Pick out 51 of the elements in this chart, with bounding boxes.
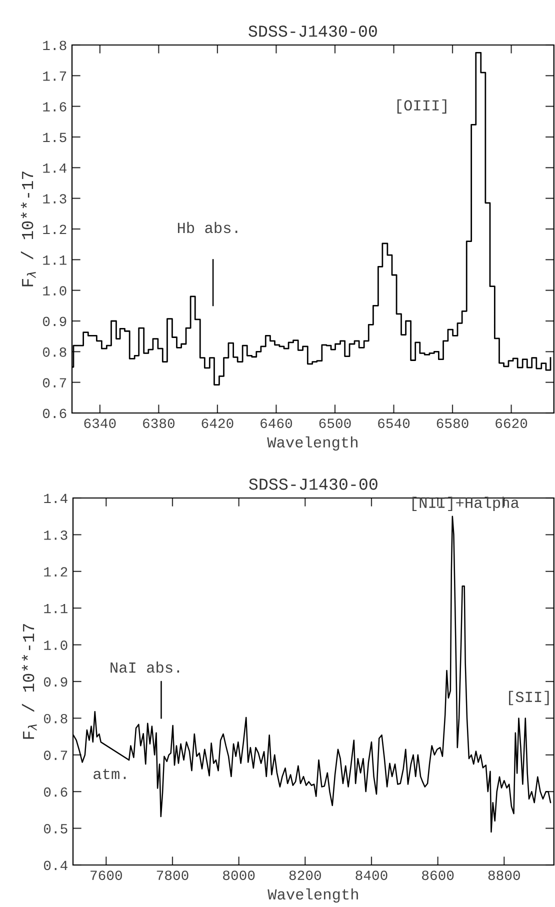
y-tick-label: 1.6	[43, 102, 66, 112]
y-tick-label: 1.2	[43, 224, 66, 234]
y-tick-label: 1.4	[44, 494, 68, 504]
x-tick-label: 6540	[378, 418, 410, 428]
x-tick-label: 7800	[156, 870, 188, 880]
chart-title: SDSS-J1430-00	[249, 478, 378, 490]
y-tick-label: 0.8	[42, 347, 66, 357]
x-tick-label: 8800	[488, 870, 520, 880]
y-tick-label: 0.7	[44, 750, 68, 760]
y-tick-label: 1.3	[44, 530, 68, 540]
y-tick-label: 1.1	[44, 604, 68, 614]
y-tick-label: 0.5	[44, 824, 68, 834]
y-tick-label: 1.2	[44, 567, 68, 576]
x-tick-label: 6580	[436, 418, 468, 428]
y-tick-label: 1.4	[43, 164, 66, 173]
annotation: Hb abs.	[178, 222, 238, 234]
y-tick-label: 1.3	[43, 194, 66, 204]
y-tick-label: 1.5	[43, 132, 66, 142]
y-tick-label: 0.8	[44, 714, 68, 724]
y-tick-label: 0.9	[44, 677, 68, 687]
x-tick-label: 8400	[356, 870, 388, 880]
y-axis-title: F$_{λ}$ / 10**-17	[22, 624, 37, 739]
y-tick-label: 1.1	[43, 256, 66, 265]
y-tick-label: 0.6	[44, 787, 68, 797]
annotation: NaI abs.	[110, 662, 180, 673]
x-tick-label: 8600	[422, 870, 454, 880]
x-tick-label: 6380	[143, 418, 174, 428]
y-tick-label: 1.0	[44, 640, 68, 650]
y-tick-label: 1.0	[43, 286, 66, 296]
y-tick-label: 0.7	[42, 378, 66, 388]
x-tick-label: 6420	[202, 418, 234, 428]
annotation: [NII]+Halpha	[412, 496, 519, 511]
annotation: [OIII]	[397, 99, 446, 114]
y-tick-label: 1.8	[43, 40, 66, 50]
y-tick-label: 0.6	[42, 408, 66, 418]
y-tick-label: 0.4	[44, 860, 68, 870]
x-tick-label: 7600	[90, 870, 122, 880]
y-axis-title: F$_{λ}$ / 10**-17	[20, 172, 36, 286]
x-tick-label: 6340	[84, 418, 116, 428]
x-axis-title: Wavelength	[268, 888, 358, 903]
x-tick-label: 8200	[289, 870, 321, 880]
y-tick-label: 1.7	[43, 72, 66, 81]
annotation: [SII]	[509, 690, 549, 706]
annotation: atm.	[94, 768, 126, 780]
x-axis-title: Wavelength	[267, 436, 358, 451]
chart-title: SDSS-J1430-00	[248, 26, 377, 37]
y-tick-label: 0.9	[42, 316, 66, 326]
x-tick-label: 8000	[223, 870, 255, 880]
x-tick-label: 6500	[319, 418, 351, 428]
x-tick-label: 6460	[260, 418, 292, 428]
x-tick-label: 6620	[496, 418, 528, 428]
